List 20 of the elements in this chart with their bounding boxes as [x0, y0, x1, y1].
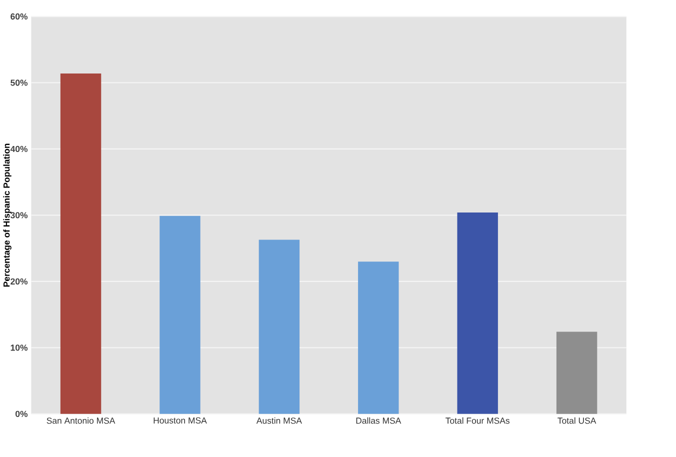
y-tick-label: 50%	[10, 80, 28, 86]
x-tick-label: San Antonio MSA	[46, 418, 116, 424]
y-axis-title: Percentage of Hispanic Population	[3, 144, 12, 287]
bar	[556, 332, 598, 414]
y-tick-label: 30%	[10, 212, 28, 218]
x-tick-label: Austin MSA	[256, 418, 302, 424]
bar	[457, 212, 498, 414]
x-tick-label: Total USA	[558, 418, 596, 424]
x-tick-label: Houston MSA	[154, 418, 207, 424]
bar	[60, 74, 102, 414]
y-tick-label: 20%	[10, 278, 28, 285]
x-tick-label: Total Four MSAs	[446, 418, 510, 424]
y-tick-label: 10%	[10, 344, 28, 351]
bar	[258, 240, 300, 414]
y-tick-label: 60%	[10, 14, 28, 20]
y-tick-label: 40%	[10, 146, 28, 152]
y-tick-label: 0%	[16, 411, 28, 418]
bar	[358, 262, 399, 414]
bar	[160, 216, 200, 414]
x-tick-label: Dallas MSA	[356, 418, 402, 424]
